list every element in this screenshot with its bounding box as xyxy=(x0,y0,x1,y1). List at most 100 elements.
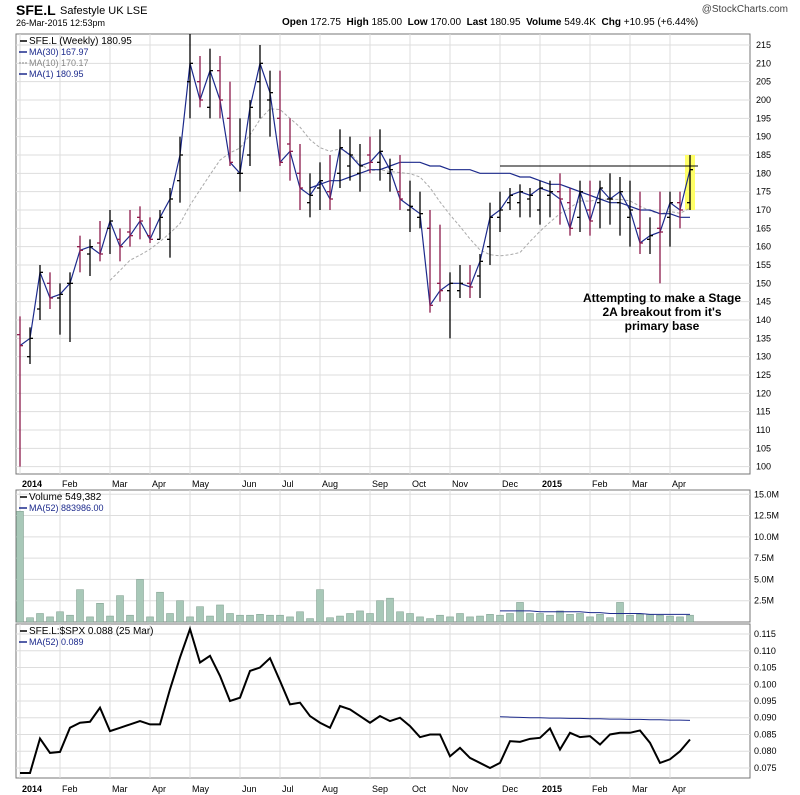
ma10-line xyxy=(109,108,691,281)
ratio-y-tick-label: 0.080 xyxy=(754,746,777,756)
price-y-tick-label: 140 xyxy=(756,315,771,325)
volume-bar xyxy=(246,614,254,623)
price-y-tick-label: 180 xyxy=(756,168,771,178)
x-axis-label: Mar xyxy=(632,784,648,794)
x-axis-label: Feb xyxy=(592,479,608,489)
ohlc-bar xyxy=(587,180,593,236)
ohlc-bar xyxy=(677,191,683,229)
x-axis-label: Jun xyxy=(242,784,257,794)
price-y-tick-label: 150 xyxy=(756,278,771,288)
x-axis-label: Feb xyxy=(62,479,78,489)
ohlc-bar xyxy=(557,173,563,225)
volume-y-tick-label: 5.0M xyxy=(754,574,774,584)
volume-bar xyxy=(516,602,524,623)
ratio-ma52-line xyxy=(499,716,691,721)
ohlc-bar xyxy=(637,191,643,254)
ohlc-bar xyxy=(397,155,403,210)
ratio-y-tick-label: 0.075 xyxy=(754,763,777,773)
x-axis-label: Apr xyxy=(152,479,166,489)
ohlc-bar xyxy=(547,180,553,218)
volume-bar xyxy=(196,606,204,623)
ohlc-bar xyxy=(147,217,153,243)
x-axis-label: May xyxy=(192,784,210,794)
volume-bar xyxy=(366,613,374,623)
ohlc-bar xyxy=(527,188,533,218)
ohlc-bar xyxy=(327,155,333,210)
volume-y-tick-label: 10.0M xyxy=(754,532,779,542)
volume-bar xyxy=(406,613,414,623)
x-axis-label: Mar xyxy=(632,479,648,489)
volume-y-tick-label: 2.5M xyxy=(754,596,774,606)
price-title: SFE.L (Weekly) 180.95 xyxy=(29,36,132,47)
volume-bar xyxy=(546,614,554,623)
volume-bar xyxy=(216,604,224,623)
price-y-tick-label: 125 xyxy=(756,370,771,380)
price-legend-label: MA(1) 180.95 xyxy=(29,69,84,79)
volume-bar xyxy=(346,613,354,623)
volume-bar xyxy=(456,613,464,623)
ohlc-bar xyxy=(267,70,273,137)
volume-bar xyxy=(586,616,594,623)
price-y-tick-label: 160 xyxy=(756,242,771,252)
ratio-y-tick-label: 0.110 xyxy=(754,646,776,656)
volume-bar xyxy=(256,614,264,623)
ohlc-bar xyxy=(537,180,543,225)
ohlc-bar xyxy=(357,144,363,192)
price-y-tick-label: 120 xyxy=(756,388,771,398)
price-y-tick-label: 145 xyxy=(756,297,771,307)
volume-bar xyxy=(666,615,674,623)
volume-title: Volume 549,382 xyxy=(29,492,102,503)
volume-bar xyxy=(526,613,534,623)
price-y-tick-label: 135 xyxy=(756,333,771,343)
ohlc-bar xyxy=(127,210,133,247)
volume-bar xyxy=(226,613,234,623)
ohlc-bar xyxy=(27,327,33,364)
x-axis-label: 2014 xyxy=(22,784,42,794)
price-y-tick-label: 215 xyxy=(756,40,771,50)
price-y-tick-label: 205 xyxy=(756,77,771,87)
price-y-tick-label: 170 xyxy=(756,205,771,215)
x-axis-label: Feb xyxy=(62,784,78,794)
timestamp: 26-Mar-2015 12:53pm xyxy=(16,18,106,28)
volume-bar xyxy=(26,617,34,623)
ohlc-bar xyxy=(17,316,23,467)
price-y-tick-label: 200 xyxy=(756,95,771,105)
x-axis-label: Oct xyxy=(412,479,427,489)
ohlc-bar xyxy=(297,144,303,210)
price-y-tick-label: 210 xyxy=(756,58,771,68)
volume-bar xyxy=(326,617,334,623)
x-axis-label: Apr xyxy=(672,784,686,794)
volume-bar xyxy=(66,614,74,623)
ohlc-bar xyxy=(447,272,453,339)
x-axis-label: Dec xyxy=(502,479,519,489)
volume-bar xyxy=(56,611,64,623)
ohlc-bar xyxy=(347,136,353,181)
ohlc-bar xyxy=(687,155,693,210)
ohlc-bar xyxy=(647,217,653,254)
volume-bar xyxy=(656,614,664,623)
volume-bar xyxy=(396,611,404,623)
ohlc-bar xyxy=(627,180,633,247)
volume-legend-label: MA(52) 883986.00 xyxy=(29,503,104,513)
ratio-y-tick-label: 0.090 xyxy=(754,713,777,723)
symbol-label: SFE.L xyxy=(16,2,56,18)
price-y-tick-label: 165 xyxy=(756,223,771,233)
volume-bar xyxy=(96,603,104,623)
volume-bar xyxy=(286,616,294,623)
x-axis-label: Oct xyxy=(412,784,427,794)
price-y-tick-label: 155 xyxy=(756,260,771,270)
volume-bar xyxy=(576,613,584,623)
volume-bar xyxy=(676,616,684,623)
ratio-y-tick-label: 0.105 xyxy=(754,663,777,673)
ohlc-bar xyxy=(507,188,513,210)
volume-bar xyxy=(126,614,134,623)
x-axis-label: Apr xyxy=(152,784,166,794)
price-panel-frame xyxy=(15,33,751,475)
volume-bar xyxy=(76,589,84,623)
volume-bar xyxy=(156,591,164,623)
ohlc-bar xyxy=(597,180,603,229)
ohlc-bar xyxy=(157,210,163,240)
ratio-y-tick-label: 0.100 xyxy=(754,679,777,689)
volume-bar xyxy=(506,613,514,623)
x-axis-label: Jul xyxy=(282,479,294,489)
